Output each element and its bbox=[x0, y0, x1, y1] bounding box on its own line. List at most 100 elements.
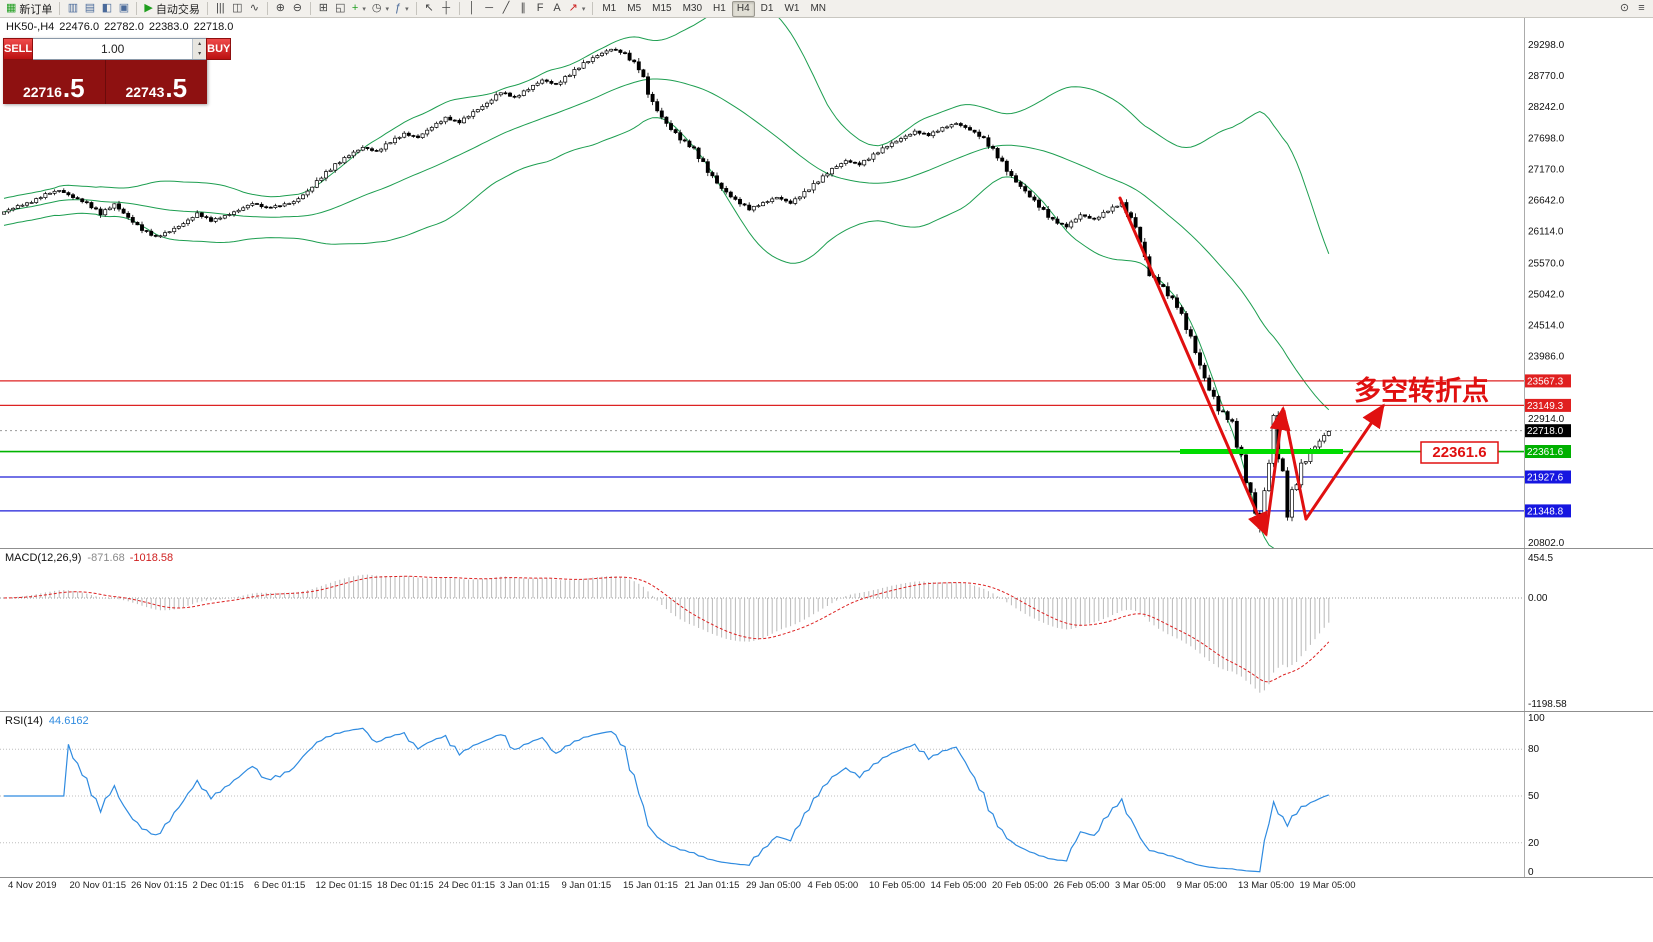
cursor-button[interactable]: ↖ bbox=[421, 1, 438, 17]
timeframe-w1-button[interactable]: W1 bbox=[779, 1, 804, 17]
indicators-icon: ƒ bbox=[394, 2, 402, 14]
sell-button[interactable]: SELL bbox=[3, 38, 34, 60]
candlestick-chart-icon: ◫ bbox=[232, 2, 243, 14]
annotation-text[interactable]: 多空转折点 bbox=[1354, 375, 1489, 406]
horizontal-lines[interactable] bbox=[0, 380, 1524, 512]
tile-windows-button[interactable]: ⊞ bbox=[315, 1, 332, 17]
price-flag-box[interactable] bbox=[1420, 441, 1499, 464]
time-axis-label: 9 Jan 01:15 bbox=[561, 880, 612, 891]
channel-button[interactable]: ∥ bbox=[515, 1, 532, 17]
svg-text:23986.0: 23986.0 bbox=[1528, 351, 1565, 362]
chevron-down-icon: ▾ bbox=[362, 5, 366, 13]
timeframe-h4-button[interactable]: H4 bbox=[731, 0, 755, 17]
new-chart-button[interactable]: + ▾ bbox=[349, 1, 369, 17]
market-watch-button[interactable]: ▥ bbox=[64, 1, 81, 17]
toolbar-separator bbox=[266, 2, 268, 15]
volume-down-button[interactable]: ▾ bbox=[193, 49, 207, 59]
macd-signal-line bbox=[3, 575, 1330, 683]
text-tool-button[interactable]: A bbox=[549, 1, 566, 17]
navigator-icon: ◧ bbox=[101, 2, 113, 14]
trendline-icon: ╱ bbox=[502, 2, 510, 14]
toolbar-separator bbox=[136, 2, 138, 15]
line-chart-button[interactable]: ∿ bbox=[246, 1, 263, 17]
macd-histogram bbox=[8, 574, 1330, 693]
time-axis-label: 4 Feb 05:00 bbox=[807, 880, 859, 891]
candlestick-chart-button[interactable]: ◫ bbox=[229, 1, 246, 17]
time-axis-label: 26 Feb 05:00 bbox=[1053, 880, 1110, 891]
time-axis[interactable]: 4 Nov 2019 20 Nov 01:15 26 Nov 01:15 2 Dec … bbox=[0, 878, 1653, 894]
price-flag-text: 22361.6 bbox=[1432, 444, 1486, 461]
text-tool-icon: A bbox=[553, 2, 561, 14]
trend-arrows[interactable] bbox=[1118, 196, 1385, 537]
cascade-windows-button[interactable]: ◱ bbox=[332, 1, 349, 17]
vertical-line-button[interactable]: │ bbox=[464, 1, 481, 17]
navigator-button[interactable]: ◧ bbox=[98, 1, 115, 17]
arrow-tool-button[interactable]: ↗ ▾ bbox=[566, 1, 589, 17]
time-axis-label: 26 Nov 01:15 bbox=[131, 880, 188, 891]
svg-text:20802.0: 20802.0 bbox=[1528, 538, 1565, 548]
data-window-button[interactable]: ▤ bbox=[81, 1, 98, 17]
new-order-button[interactable]: ▦ 新订单 bbox=[3, 1, 55, 17]
zoom-out-icon: ⊖ bbox=[292, 2, 302, 14]
time-axis-label: 29 Jan 05:00 bbox=[746, 880, 801, 891]
time-axis-label: 10 Feb 05:00 bbox=[869, 880, 925, 891]
terminal-button[interactable]: ▣ bbox=[115, 1, 132, 17]
volume-up-button[interactable]: ▴ bbox=[193, 39, 207, 49]
profiles-button[interactable]: ◷ ▾ bbox=[369, 1, 392, 17]
time-axis-label: 24 Dec 01:15 bbox=[438, 880, 496, 891]
auto-trading-button[interactable]: ▶ 自动交易 bbox=[141, 1, 202, 17]
search-button[interactable]: ⊙ bbox=[1616, 1, 1633, 17]
timeframe-d1-button[interactable]: D1 bbox=[756, 1, 779, 17]
svg-text:29298.0: 29298.0 bbox=[1528, 40, 1565, 51]
new-order-label: 新订单 bbox=[19, 3, 53, 16]
svg-text:50: 50 bbox=[1528, 791, 1540, 802]
zoom-in-button[interactable]: ⊕ bbox=[272, 1, 289, 17]
price-axis[interactable]: 29298.0 28770.0 28242.0 27698.0 27170.0 26642… bbox=[1524, 18, 1572, 548]
volume-spinner: ▴ ▾ bbox=[192, 39, 207, 59]
trendline-button[interactable]: ╱ bbox=[498, 1, 515, 17]
menu-icon: ≡ bbox=[1638, 2, 1645, 14]
timeframe-m15-button[interactable]: M15 bbox=[647, 1, 676, 17]
svg-text:21348.8: 21348.8 bbox=[1527, 506, 1564, 517]
indicators-button[interactable]: ƒ ▾ bbox=[392, 1, 412, 17]
time-axis-label: 13 Mar 05:00 bbox=[1238, 880, 1294, 891]
buy-price[interactable]: 22743 .5 bbox=[106, 60, 208, 104]
menu-button[interactable]: ≡ bbox=[1633, 1, 1650, 17]
toolbar-separator bbox=[59, 2, 61, 15]
time-axis-label: 19 Mar 05:00 bbox=[1299, 880, 1356, 891]
svg-text:80: 80 bbox=[1528, 744, 1540, 755]
svg-text:22914.0: 22914.0 bbox=[1528, 414, 1565, 425]
time-axis-label: 14 Feb 05:00 bbox=[930, 880, 987, 891]
time-axis-label: 20 Nov 01:15 bbox=[69, 880, 127, 891]
timeframe-h1-button[interactable]: H1 bbox=[708, 1, 731, 17]
svg-text:25570.0: 25570.0 bbox=[1528, 259, 1565, 270]
svg-text:24514.0: 24514.0 bbox=[1528, 320, 1565, 331]
fibonacci-button[interactable]: F bbox=[532, 1, 549, 17]
svg-text:27170.0: 27170.0 bbox=[1528, 165, 1565, 176]
price-chart[interactable]: 多空转折点 22361.6 29298.0 28770.0 28242.0 27698.0… bbox=[0, 18, 1653, 548]
buy-price-fraction: .5 bbox=[165, 73, 188, 103]
svg-text:23149.3: 23149.3 bbox=[1527, 401, 1564, 412]
market-watch-icon: ▥ bbox=[67, 2, 79, 14]
svg-text:100: 100 bbox=[1528, 713, 1545, 724]
toolbar-separator bbox=[458, 2, 460, 15]
time-axis-label: 6 Dec 01:15 bbox=[254, 880, 306, 891]
buy-button[interactable]: BUY bbox=[206, 38, 232, 60]
auto-trading-label: 自动交易 bbox=[155, 3, 200, 16]
macd-chart[interactable]: 454.5 0.00 -1198.58 bbox=[0, 549, 1653, 711]
timeframe-m5-button[interactable]: M5 bbox=[622, 1, 646, 17]
volume-input[interactable] bbox=[33, 39, 193, 59]
bar-chart-icon: ||| bbox=[216, 2, 225, 14]
timeframe-group: M1 M5 M15 M30 H1 H4 D1 W1 MN bbox=[597, 0, 831, 17]
rsi-chart[interactable]: 100 80 50 20 0 bbox=[0, 712, 1653, 877]
time-axis-label: 9 Mar 05:00 bbox=[1176, 880, 1228, 891]
crosshair-button[interactable]: ┼ bbox=[438, 1, 455, 17]
crosshair-icon: ┼ bbox=[442, 2, 450, 14]
sell-price[interactable]: 22716 .5 bbox=[3, 60, 106, 104]
zoom-out-button[interactable]: ⊖ bbox=[289, 1, 306, 17]
bar-chart-button[interactable]: ||| bbox=[212, 1, 229, 17]
timeframe-mn-button[interactable]: MN bbox=[805, 1, 831, 17]
timeframe-m1-button[interactable]: M1 bbox=[597, 1, 621, 17]
timeframe-m30-button[interactable]: M30 bbox=[678, 1, 707, 17]
horizontal-line-button[interactable]: ─ bbox=[481, 1, 498, 17]
